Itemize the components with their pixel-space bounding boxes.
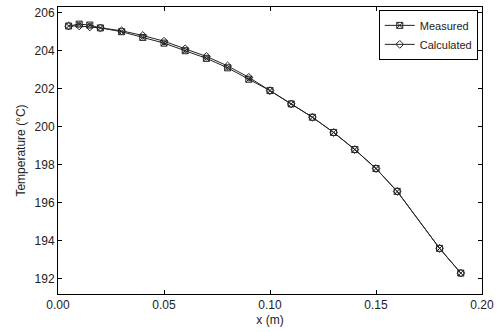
svg-text:0.20: 0.20 — [470, 298, 494, 312]
svg-text:192: 192 — [35, 272, 55, 286]
svg-text:194: 194 — [35, 234, 55, 248]
svg-text:200: 200 — [35, 120, 55, 134]
svg-text:Calculated: Calculated — [420, 39, 472, 51]
svg-text:0.10: 0.10 — [258, 298, 282, 312]
svg-text:202: 202 — [35, 82, 55, 96]
svg-text:206: 206 — [35, 6, 55, 20]
svg-text:0.15: 0.15 — [364, 298, 388, 312]
svg-text:0.00: 0.00 — [46, 298, 70, 312]
svg-text:Temperature (°C): Temperature (°C) — [14, 104, 28, 196]
svg-text:0.05: 0.05 — [152, 298, 176, 312]
svg-text:x (m): x (m) — [256, 313, 283, 327]
svg-text:196: 196 — [35, 196, 55, 210]
svg-text:Measured: Measured — [420, 20, 469, 32]
svg-text:204: 204 — [35, 44, 55, 58]
svg-text:198: 198 — [35, 158, 55, 172]
